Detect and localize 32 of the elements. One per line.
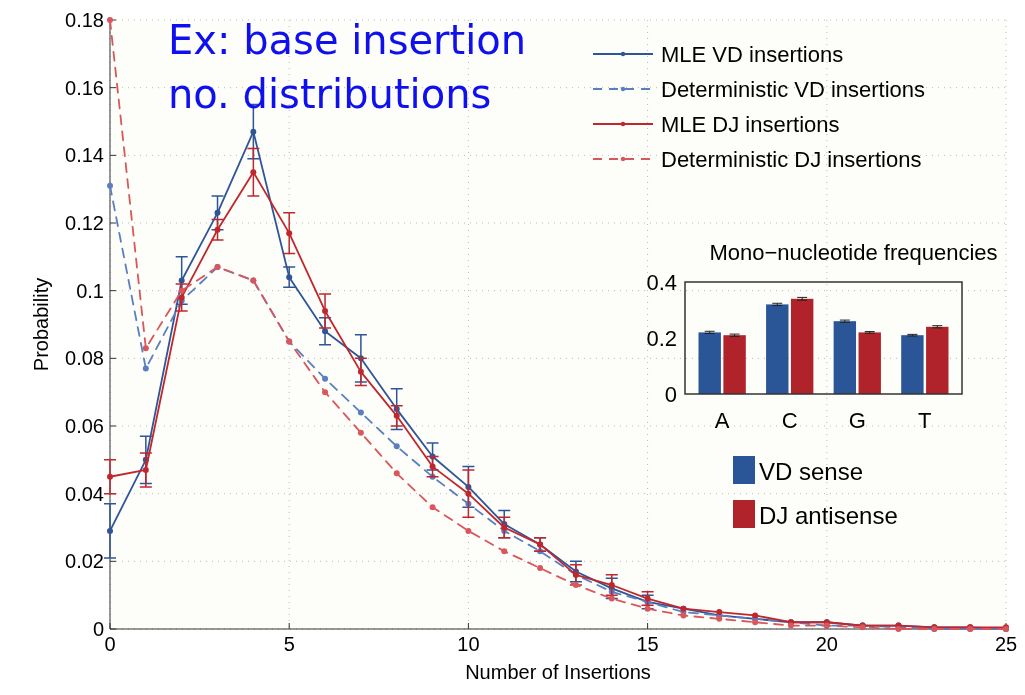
y-tick-label: 0.04 [65,482,104,505]
y-tick-label: 0.16 [65,76,104,99]
y-tick-label: 0 [664,382,677,407]
x-tick-label: 15 [636,633,659,655]
y-tick-label: 0.1 [76,279,104,302]
y-tick-label: 0.08 [65,347,104,370]
y-tick-label: 0.02 [65,550,104,573]
legend-label: Deterministic DJ insertions [661,147,922,172]
chart-title: Mono−nucleotide frequencies [709,240,998,265]
y-tick-label: 0 [92,618,104,640]
y-tick-label: 0.06 [65,415,104,437]
y-tick-label: 0.4 [646,270,677,295]
y-axis-title: Probability [30,277,52,372]
y-tick-label: 0.14 [65,144,104,167]
legend-label: MLE VD insertions [661,42,844,67]
x-tick-label: C [781,408,798,433]
legend-label: Deterministic VD insertions [661,77,926,102]
y-tick-label: 0.2 [646,326,677,351]
legend-label: VD sense [759,458,864,485]
x-tick-label: 10 [457,633,480,655]
text: Ex: base insertion no. distributions [168,17,527,117]
x-tick-label: 5 [283,633,295,655]
x-tick-label: 25 [994,633,1018,655]
y-tick-label: 0.18 [65,9,104,31]
x-tick-label: G [848,408,866,433]
x-tick-label: T [918,408,932,433]
y-tick-label: 0.12 [65,212,104,234]
x-tick-label: A [714,408,730,433]
x-axis-title: Number of Insertions [465,661,651,683]
x-tick-label: 20 [815,633,838,655]
legend-label: MLE DJ insertions [661,112,840,137]
legend-label: DJ antisense [759,502,898,529]
